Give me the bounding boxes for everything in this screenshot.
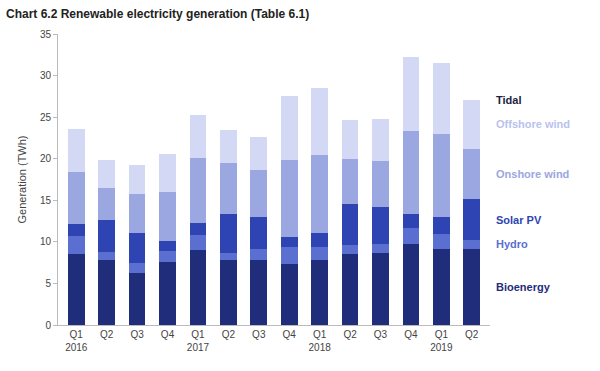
svg-text:Hydro: Hydro xyxy=(496,238,528,250)
svg-text:Q4: Q4 xyxy=(404,329,418,340)
svg-text:Q12019: Q12019 xyxy=(430,329,453,353)
svg-text:15: 15 xyxy=(40,195,52,206)
svg-text:Bioenergy: Bioenergy xyxy=(496,281,551,293)
svg-text:30: 30 xyxy=(40,70,52,81)
svg-text:25: 25 xyxy=(40,112,52,123)
svg-text:Tidal: Tidal xyxy=(496,94,521,106)
svg-text:Q4: Q4 xyxy=(161,329,175,340)
svg-text:Solar PV: Solar PV xyxy=(496,214,542,226)
svg-text:Onshore wind: Onshore wind xyxy=(496,168,569,180)
svg-text:Q3: Q3 xyxy=(130,329,144,340)
svg-text:Q12018: Q12018 xyxy=(309,329,332,353)
svg-text:Q4: Q4 xyxy=(283,329,297,340)
svg-text:Offshore wind: Offshore wind xyxy=(496,118,570,130)
svg-text:35: 35 xyxy=(40,29,52,40)
svg-text:0: 0 xyxy=(45,320,51,331)
svg-text:Q12016: Q12016 xyxy=(65,329,88,353)
svg-text:Q2: Q2 xyxy=(465,329,479,340)
svg-text:Q2: Q2 xyxy=(222,329,236,340)
svg-text:5: 5 xyxy=(45,278,51,289)
svg-text:Chart 6.2 Renewable electricit: Chart 6.2 Renewable electricity generati… xyxy=(6,7,309,21)
svg-text:Q3: Q3 xyxy=(252,329,266,340)
svg-text:Q2: Q2 xyxy=(343,329,357,340)
svg-text:Generation (TWh): Generation (TWh) xyxy=(16,135,28,223)
svg-text:Q3: Q3 xyxy=(374,329,388,340)
svg-text:20: 20 xyxy=(40,153,52,164)
svg-text:Q2: Q2 xyxy=(100,329,114,340)
svg-text:10: 10 xyxy=(40,236,52,247)
svg-text:Q12017: Q12017 xyxy=(187,329,210,353)
